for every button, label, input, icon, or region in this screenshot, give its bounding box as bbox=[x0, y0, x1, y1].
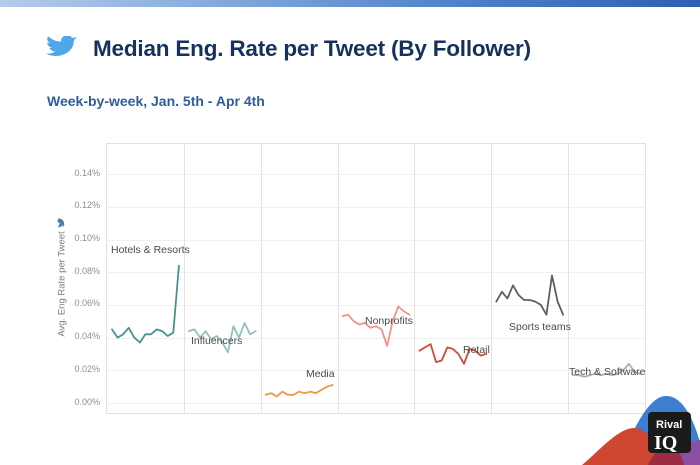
panel-separator bbox=[183, 144, 185, 413]
series-label-media: Media bbox=[306, 368, 335, 380]
series-line-media bbox=[264, 384, 334, 398]
gridline bbox=[107, 337, 645, 339]
gridline bbox=[107, 174, 645, 176]
panel-separator bbox=[337, 144, 339, 413]
series-line-nonprofits bbox=[341, 305, 411, 347]
series-line-influencers bbox=[188, 321, 257, 354]
series-label-retail: Retail bbox=[463, 344, 490, 356]
y-tick-label: 0.06% bbox=[74, 298, 100, 309]
panel-separator bbox=[260, 144, 262, 413]
top-gradient-bar bbox=[0, 0, 700, 7]
logo-box bbox=[648, 412, 691, 453]
gridline bbox=[107, 304, 645, 306]
y-tick-label: 0.12% bbox=[74, 200, 100, 211]
series-line-tech-software bbox=[572, 362, 641, 378]
series-label-influencers: Influencers bbox=[191, 335, 243, 347]
y-tick-label: 0.10% bbox=[74, 233, 100, 243]
series-label-sports-teams: Sports teams bbox=[509, 321, 571, 333]
twitter-bird-icon-small bbox=[57, 217, 65, 228]
series-line-retail bbox=[418, 343, 488, 365]
y-tick-label: 0.02% bbox=[74, 363, 100, 374]
y-tick-label: 0.00% bbox=[74, 396, 100, 407]
panel-separator bbox=[568, 144, 570, 413]
y-axis-title: Avg. Eng Rate per Tweet bbox=[57, 217, 68, 337]
series-line-hotels-resorts bbox=[111, 264, 180, 344]
y-tick-label: 0.08% bbox=[74, 265, 100, 276]
plot-area: Hotels & Resorts Influencers Media Nonprofi… bbox=[106, 143, 646, 414]
series-line-sports-teams bbox=[495, 274, 565, 316]
logo-brand-bottom: IQ bbox=[654, 432, 677, 454]
gridline bbox=[107, 272, 645, 274]
y-tick-label: 0.04% bbox=[74, 331, 100, 342]
gridline bbox=[107, 370, 645, 372]
gridline bbox=[107, 239, 645, 241]
gridline bbox=[107, 403, 645, 404]
header: Median Eng. Rate per Tweet (By Follower) bbox=[46, 36, 531, 62]
logo-red-curve bbox=[582, 428, 668, 465]
logo-brand-top: Rival bbox=[656, 419, 682, 431]
subtitle: Week-by-week, Jan. 5th - Apr 4th bbox=[47, 93, 265, 109]
series-label-nonprofits: Nonprofits bbox=[365, 315, 413, 327]
series-label-tech-software: Tech & Software bbox=[569, 366, 646, 378]
panel-separator bbox=[414, 144, 416, 413]
gridline bbox=[107, 206, 645, 208]
page-title: Median Eng. Rate per Tweet (By Follower) bbox=[93, 36, 531, 61]
series-lines bbox=[111, 264, 641, 398]
panel-separator bbox=[491, 144, 493, 413]
y-tick-label: 0.14% bbox=[74, 167, 100, 178]
rivaliq-logo: Rival IQ bbox=[580, 390, 700, 465]
y-axis-ticks: 0.00% 0.02% 0.04% 0.06% 0.08% 0.10% 0.12% 0.14% bbox=[58, 143, 100, 412]
twitter-bird-icon bbox=[46, 36, 77, 62]
series-label-hotels-resorts: Hotels & Resorts bbox=[111, 244, 190, 256]
